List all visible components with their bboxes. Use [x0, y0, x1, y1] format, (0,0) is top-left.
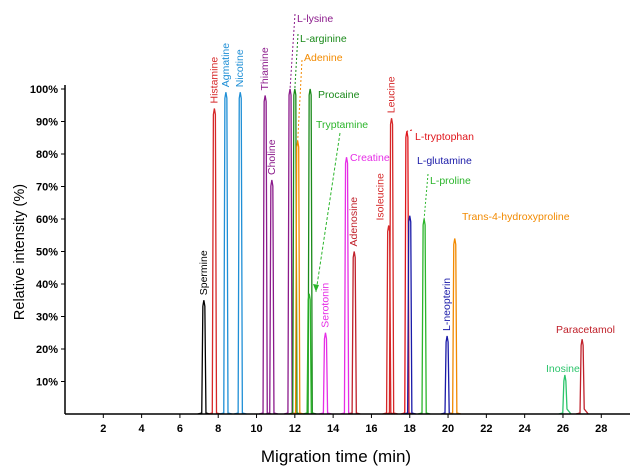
- peak-leucine: [385, 118, 398, 415]
- x-tick-label: 20: [442, 423, 454, 435]
- peak-procaine: [303, 88, 317, 415]
- peak-adenine: [291, 140, 304, 415]
- y-tick-label: 10%: [36, 377, 58, 389]
- peak-trans-4-hydroxyproline: [448, 238, 462, 415]
- peak-nicotine: [233, 92, 247, 415]
- x-tick-label: 18: [404, 423, 416, 435]
- y-tick-label: 40%: [36, 279, 58, 291]
- peak-inosine: [558, 374, 572, 415]
- peak-label-thiamine: Thiamine: [259, 47, 271, 90]
- x-tick-label: 22: [480, 423, 492, 435]
- y-tick-label: 30%: [36, 312, 58, 324]
- peak-l-neopterin: [440, 335, 454, 415]
- x-tick-label: 2: [100, 423, 106, 435]
- y-axis-title: Relative intensity (%): [12, 184, 28, 320]
- plot-area: [197, 88, 589, 415]
- peak-l-proline: [417, 218, 431, 415]
- peak-label-l-neopterin: L-neopterin: [441, 278, 453, 331]
- peak-label-adenine: Adenine: [304, 52, 343, 64]
- peak-l-arginine: [288, 88, 302, 415]
- peak-label-l-arginine: L-arginine: [300, 33, 347, 45]
- peak-label-isoleucine: Isoleucine: [375, 173, 387, 220]
- peak-label-l-glutamine: L-glutamine: [417, 155, 472, 167]
- peak-label-inosine: Inosine: [546, 363, 580, 375]
- x-tick-label: 8: [215, 423, 221, 435]
- x-tick-label: 16: [365, 423, 377, 435]
- y-tick-label: 50%: [36, 247, 58, 259]
- peak-creatine: [340, 157, 353, 415]
- peak-label-nicotine: Nicotine: [234, 49, 246, 87]
- peak-label-paracetamol: Paracetamol: [556, 324, 615, 336]
- peak-label-l-lysine: L-lysine: [297, 13, 333, 25]
- peak-tryptamine: [302, 293, 316, 415]
- axes: [64, 85, 630, 415]
- y-tick-label: 80%: [36, 149, 58, 161]
- guide-l-tryptophan: [406, 129, 413, 132]
- peak-label-trans-4-hydroxyproline: Trans-4-hydroxyproline: [462, 211, 570, 223]
- x-tick-label: 24: [519, 423, 532, 435]
- peak-label-creatine: Creatine: [350, 152, 390, 164]
- y-tick-label: 60%: [36, 214, 58, 226]
- peak-label-agmatine: Agmatine: [220, 43, 232, 88]
- arrowhead-tryptamine: [313, 284, 319, 292]
- peak-label-l-tryptophan: L-tryptophan: [415, 131, 474, 143]
- x-tick-label: 26: [557, 423, 569, 435]
- y-tick-label: 70%: [36, 182, 58, 194]
- peak-label-spermine: Spermine: [198, 250, 210, 295]
- y-tick-label: 100%: [30, 84, 58, 96]
- peak-label-choline: Choline: [266, 139, 278, 175]
- peak-label-serotonin: Serotonin: [319, 283, 331, 328]
- x-ticks: 2 4 6 8 10 12 14 16 18 20 22 24 26 28: [100, 414, 607, 435]
- peak-label-histamine: Histamine: [208, 57, 220, 104]
- peak-choline: [265, 179, 279, 415]
- peak-label-l-proline: L-proline: [430, 175, 471, 187]
- guide-adenine: [297, 59, 303, 142]
- peak-isoleucine: [382, 225, 395, 415]
- x-tick-label: 6: [177, 423, 183, 435]
- x-tick-label: 12: [289, 423, 301, 435]
- x-tick-label: 28: [595, 423, 607, 435]
- peak-histamine: [208, 108, 221, 415]
- peak-agmatine: [219, 92, 233, 415]
- peak-spermine: [197, 300, 211, 415]
- peak-labels: Spermine Histamine Agmatine Nicotine Thiamin…: [198, 13, 615, 375]
- arrow-tryptamine: [315, 132, 341, 293]
- peak-paracetamol: [575, 339, 589, 415]
- peak-l-glutamine: [403, 215, 417, 415]
- peak-label-procaine: Procaine: [318, 89, 360, 101]
- y-ticks: 10% 20% 30% 40% 50% 60% 70% 80% 90% 100%: [30, 84, 65, 389]
- guide-l-arginine: [294, 33, 299, 90]
- peak-label-adenosine: Adenosine: [348, 197, 360, 247]
- peak-label-leucine: Leucine: [386, 76, 398, 113]
- x-tick-label: 14: [327, 423, 340, 435]
- y-tick-label: 20%: [36, 344, 58, 356]
- peak-label-tryptamine: Tryptamine: [316, 119, 368, 131]
- guide-l-proline: [423, 173, 429, 220]
- peak-serotonin: [319, 332, 332, 415]
- x-tick-label: 10: [250, 423, 262, 435]
- peak-adenosine: [347, 251, 361, 415]
- x-axis-title: Migration time (min): [261, 447, 411, 466]
- x-tick-label: 4: [139, 423, 146, 435]
- y-tick-label: 90%: [36, 117, 58, 129]
- guide-l-lysine: [289, 13, 296, 90]
